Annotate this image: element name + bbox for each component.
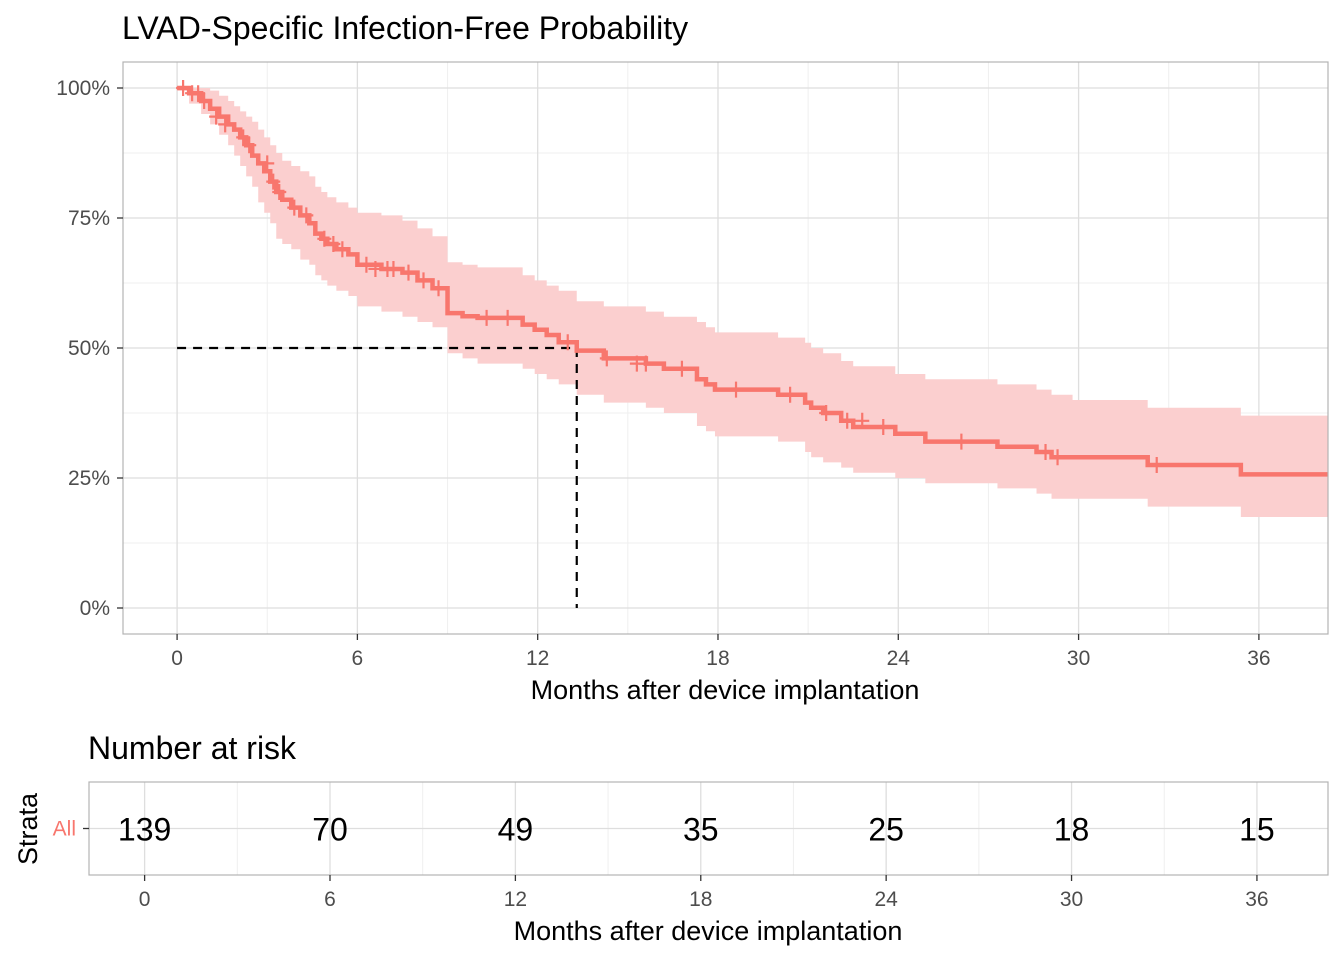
km-censor-mark	[242, 137, 257, 154]
km-censor-mark	[560, 334, 575, 351]
risk-table-value: 139	[118, 812, 171, 848]
km-y-tick-label: 50%	[68, 337, 110, 360]
km-censor-mark	[855, 412, 870, 429]
km-censor-mark	[819, 405, 834, 421]
km-y-tick-label: 75%	[68, 207, 110, 230]
km-plot-panel	[122, 61, 1329, 635]
km-censor-marks	[176, 80, 1164, 473]
risk-table-y-axis-label: Strata	[13, 792, 43, 865]
risk-table-x-tick-label: 6	[324, 888, 336, 911]
risk-table-panel: 139 70 49 35 25 18 15	[88, 781, 1329, 876]
km-censor-mark	[431, 280, 446, 297]
km-ci-band-area	[177, 88, 1328, 517]
km-censor-mark	[479, 309, 494, 326]
risk-table-strata-label: All	[53, 818, 76, 841]
risk-table-x-tick-label: 24	[874, 888, 898, 911]
km-censor-mark	[272, 184, 287, 200]
km-censor-mark	[954, 433, 969, 450]
km-censor-mark	[335, 241, 350, 258]
km-censor-mark	[359, 256, 374, 273]
km-censor-mark	[191, 85, 206, 102]
km-censor-mark	[1149, 457, 1164, 473]
risk-table-x-tick-label: 0	[139, 888, 151, 911]
risk-table-value: 25	[868, 812, 904, 848]
km-x-tick-label: 24	[887, 647, 911, 670]
risk-table-x-axis-label: Months after device implantation	[514, 916, 903, 946]
km-censor-mark	[299, 207, 314, 224]
risk-table-value: 70	[312, 812, 348, 848]
km-censor-mark	[840, 412, 855, 429]
km-censor-mark	[236, 129, 251, 146]
risk-table-x-tick-label: 36	[1245, 888, 1268, 911]
km-series-line	[177, 85, 1328, 477]
km-confidence-band	[177, 88, 1328, 517]
km-x-tick-label: 6	[352, 647, 364, 670]
km-x-tick-label: 18	[706, 647, 729, 670]
km-x-axis: 0 6 12 18 24 30 36	[171, 634, 1271, 670]
risk-table-gridlines	[89, 782, 1328, 875]
km-x-tick-label: 30	[1067, 647, 1090, 670]
chart-title: LVAD-Specific Infection-Free Probability	[122, 10, 688, 46]
km-censor-mark	[197, 93, 212, 109]
km-censor-mark	[260, 155, 275, 172]
km-censor-mark	[599, 350, 614, 367]
km-censor-mark	[368, 260, 383, 277]
km-censor-mark	[317, 230, 332, 247]
km-censor-mark	[876, 419, 891, 436]
km-censor-mark	[1038, 444, 1053, 460]
km-y-tick-label: 0%	[80, 597, 110, 620]
km-censor-mark	[401, 264, 416, 281]
km-censor-mark	[176, 80, 191, 96]
km-censor-mark	[209, 108, 224, 125]
km-x-tick-label: 36	[1247, 647, 1270, 670]
risk-table-title: Number at risk	[88, 730, 297, 766]
km-censor-mark	[729, 381, 744, 398]
km-censor-mark	[386, 260, 401, 277]
km-censor-mark	[1050, 449, 1065, 466]
km-censor-mark	[326, 236, 341, 252]
km-censor-mark	[674, 360, 689, 377]
km-censor-mark	[416, 272, 431, 289]
risk-table-x-axis: 0 6 12 18 24 30 36	[139, 875, 1269, 911]
km-censor-mark	[266, 173, 281, 190]
risk-table-value: 18	[1054, 812, 1090, 848]
risk-table-x-tick-label: 18	[689, 888, 712, 911]
km-y-tick-label: 25%	[68, 467, 110, 490]
risk-table-values: 139 70 49 35 25 18 15	[118, 812, 1275, 848]
km-censor-mark	[783, 386, 798, 403]
risk-table-x-tick-label: 12	[504, 888, 527, 911]
risk-table-x-tick-label: 30	[1060, 888, 1083, 911]
km-censor-mark	[638, 355, 653, 372]
risk-table-y-axis: All	[53, 818, 89, 841]
km-x-tick-label: 0	[171, 647, 183, 670]
km-x-axis-label: Months after device implantation	[531, 675, 920, 705]
km-y-tick-label: 100%	[56, 77, 110, 100]
median-survival-lines	[177, 346, 578, 608]
km-censor-mark	[218, 116, 233, 133]
risk-table-value: 15	[1239, 812, 1275, 848]
km-y-axis: 0% 25% 50% 75% 100%	[56, 77, 123, 620]
km-censor-mark	[500, 309, 515, 326]
risk-table-value: 49	[498, 812, 534, 848]
km-survival-curve	[177, 85, 1328, 477]
risk-table-value: 35	[683, 812, 719, 848]
km-censor-mark	[287, 199, 302, 216]
km-x-tick-label: 12	[526, 647, 549, 670]
